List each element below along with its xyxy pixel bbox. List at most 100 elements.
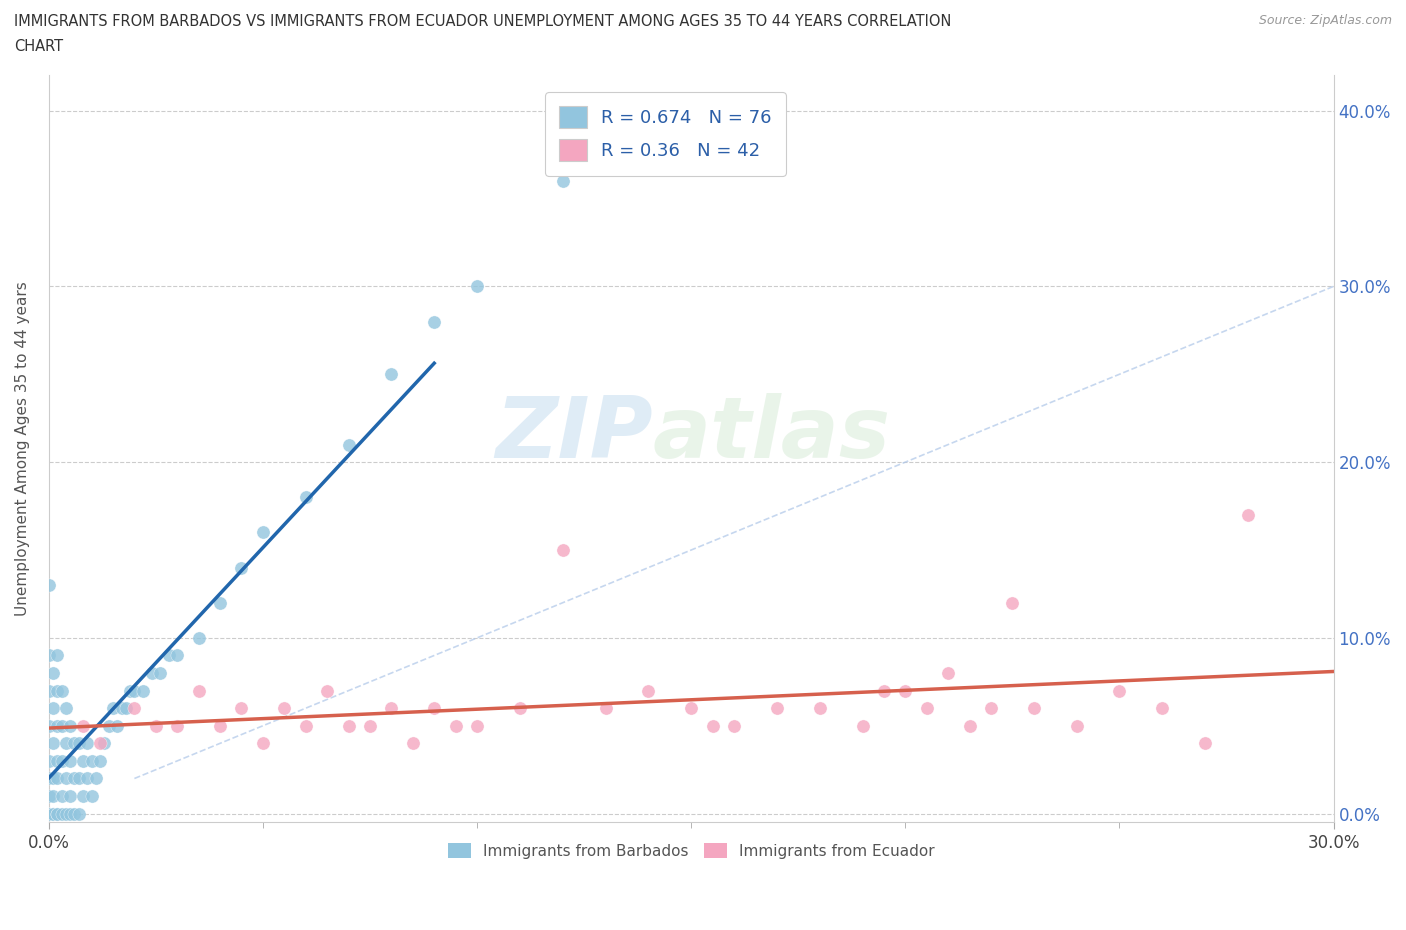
Point xyxy=(851,718,873,733)
Text: Source: ZipAtlas.com: Source: ZipAtlas.com xyxy=(1258,14,1392,27)
Point xyxy=(723,718,745,733)
Point xyxy=(294,718,316,733)
Point xyxy=(337,437,360,452)
Point xyxy=(59,806,82,821)
Point xyxy=(873,684,896,698)
Point xyxy=(38,806,60,821)
Point xyxy=(38,771,60,786)
Point xyxy=(551,542,574,557)
Point xyxy=(209,718,232,733)
Point xyxy=(380,366,402,381)
Y-axis label: Unemployment Among Ages 35 to 44 years: Unemployment Among Ages 35 to 44 years xyxy=(15,282,30,617)
Point xyxy=(936,666,959,681)
Point xyxy=(402,736,425,751)
Point xyxy=(89,736,111,751)
Point xyxy=(465,718,488,733)
Point xyxy=(72,789,94,804)
Point xyxy=(294,490,316,505)
Point xyxy=(110,700,132,715)
Point xyxy=(63,806,86,821)
Point xyxy=(595,700,617,715)
Point xyxy=(55,700,77,715)
Point xyxy=(46,771,69,786)
Point xyxy=(51,789,73,804)
Point xyxy=(915,700,938,715)
Point xyxy=(51,753,73,768)
Point xyxy=(149,666,172,681)
Point xyxy=(93,736,115,751)
Point xyxy=(46,684,69,698)
Point xyxy=(84,771,107,786)
Point xyxy=(42,736,65,751)
Point xyxy=(63,736,86,751)
Text: atlas: atlas xyxy=(652,392,891,475)
Point xyxy=(76,736,98,751)
Point xyxy=(187,631,209,645)
Point xyxy=(423,700,446,715)
Point xyxy=(55,736,77,751)
Point xyxy=(231,560,253,575)
Point xyxy=(80,753,103,768)
Text: ZIP: ZIP xyxy=(495,392,652,475)
Point xyxy=(42,771,65,786)
Point xyxy=(42,700,65,715)
Point xyxy=(681,139,703,153)
Point xyxy=(808,700,831,715)
Point xyxy=(46,806,69,821)
Point xyxy=(157,648,180,663)
Point xyxy=(444,718,467,733)
Point xyxy=(55,771,77,786)
Point xyxy=(72,718,94,733)
Point xyxy=(97,718,120,733)
Point xyxy=(38,789,60,804)
Point xyxy=(72,753,94,768)
Point xyxy=(80,789,103,804)
Point xyxy=(38,718,60,733)
Point xyxy=(252,736,274,751)
Point xyxy=(766,700,789,715)
Point xyxy=(67,771,90,786)
Point xyxy=(187,684,209,698)
Point xyxy=(105,718,128,733)
Point xyxy=(42,666,65,681)
Point xyxy=(1108,684,1130,698)
Point xyxy=(423,314,446,329)
Point xyxy=(46,648,69,663)
Point xyxy=(115,700,138,715)
Point xyxy=(509,700,531,715)
Point xyxy=(209,595,232,610)
Point xyxy=(166,718,188,733)
Point xyxy=(46,806,69,821)
Point xyxy=(141,666,163,681)
Point xyxy=(46,718,69,733)
Point xyxy=(1194,736,1216,751)
Point xyxy=(316,684,339,698)
Point xyxy=(1237,508,1260,523)
Point xyxy=(42,806,65,821)
Point xyxy=(465,279,488,294)
Point xyxy=(252,525,274,540)
Point xyxy=(51,718,73,733)
Point xyxy=(980,700,1002,715)
Point xyxy=(132,684,155,698)
Point xyxy=(38,648,60,663)
Point xyxy=(76,771,98,786)
Point xyxy=(38,578,60,592)
Point xyxy=(1152,700,1174,715)
Point xyxy=(359,718,381,733)
Point xyxy=(63,771,86,786)
Point xyxy=(681,700,703,715)
Point xyxy=(38,806,60,821)
Point xyxy=(273,700,295,715)
Text: IMMIGRANTS FROM BARBADOS VS IMMIGRANTS FROM ECUADOR UNEMPLOYMENT AMONG AGES 35 T: IMMIGRANTS FROM BARBADOS VS IMMIGRANTS F… xyxy=(14,14,952,29)
Point xyxy=(59,718,82,733)
Text: CHART: CHART xyxy=(14,39,63,54)
Legend: Immigrants from Barbados, Immigrants from Ecuador: Immigrants from Barbados, Immigrants fro… xyxy=(436,830,946,870)
Point xyxy=(959,718,981,733)
Point xyxy=(38,684,60,698)
Point xyxy=(637,684,659,698)
Point xyxy=(231,700,253,715)
Point xyxy=(1022,700,1045,715)
Point xyxy=(894,684,917,698)
Point xyxy=(59,789,82,804)
